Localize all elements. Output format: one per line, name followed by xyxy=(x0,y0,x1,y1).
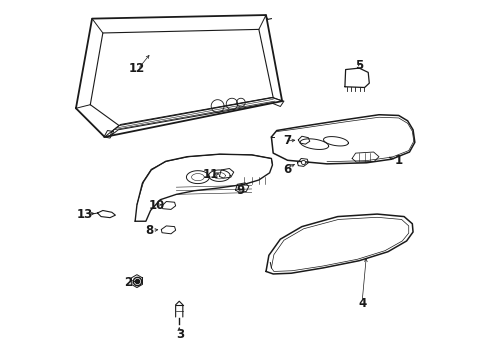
Text: 1: 1 xyxy=(394,154,402,167)
Text: 13: 13 xyxy=(77,208,93,221)
Text: 12: 12 xyxy=(128,62,145,75)
Text: 7: 7 xyxy=(283,134,291,147)
Text: 11: 11 xyxy=(202,168,218,181)
Text: 4: 4 xyxy=(358,297,366,310)
Text: 8: 8 xyxy=(145,224,153,237)
Text: 3: 3 xyxy=(176,328,183,341)
Text: 9: 9 xyxy=(236,184,244,197)
Text: 6: 6 xyxy=(283,163,291,176)
Text: 10: 10 xyxy=(148,199,164,212)
Text: 5: 5 xyxy=(354,59,363,72)
Text: 2: 2 xyxy=(123,276,132,289)
